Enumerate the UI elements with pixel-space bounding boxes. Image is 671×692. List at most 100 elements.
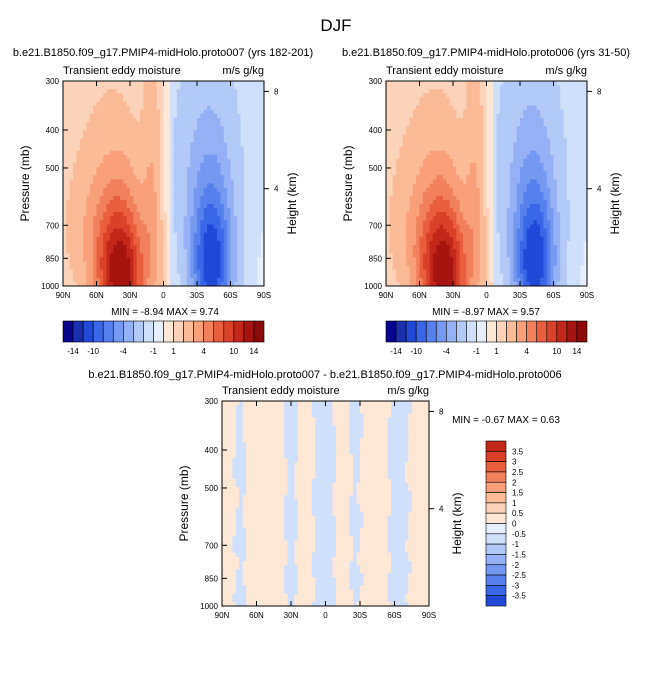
contour-cell <box>103 113 107 119</box>
contour-cell <box>439 150 444 156</box>
contour-cell <box>126 97 131 102</box>
contour-cell <box>386 109 390 115</box>
contour-cell <box>486 261 491 266</box>
contour-cell <box>160 105 164 111</box>
contour-cell <box>422 81 427 86</box>
contour-cell <box>170 249 174 254</box>
contour-cell <box>402 220 407 225</box>
contour-cell <box>76 228 81 234</box>
contour-cell <box>422 93 427 98</box>
contour-cell <box>453 216 457 221</box>
contour-cell <box>466 277 471 283</box>
contour-cell <box>442 277 447 283</box>
contour-cell <box>233 142 238 147</box>
contour-cell <box>456 81 461 86</box>
contour-cell <box>459 154 464 160</box>
contour-cell <box>83 117 87 123</box>
contour-cell <box>479 113 484 119</box>
contour-cell <box>509 97 514 102</box>
contour-cell <box>83 150 87 156</box>
contour-cell <box>257 240 262 246</box>
contour-cell <box>389 93 394 98</box>
contour-cell <box>466 105 471 111</box>
contour-cell <box>386 150 390 156</box>
contour-cell <box>496 130 501 135</box>
contour-cell <box>200 191 205 197</box>
contour-cell <box>446 138 451 143</box>
contour-cell <box>426 130 430 135</box>
contour-cell <box>153 81 158 86</box>
contour-cell <box>463 245 467 250</box>
panel-2-title: b.e21.B1850.f09_g17.PMIP4-midHolo.proto0… <box>342 47 630 59</box>
contour-cell <box>419 220 424 225</box>
contour-cell <box>432 232 437 238</box>
contour-cell <box>233 232 238 238</box>
contour-cell <box>113 240 117 246</box>
contour-cell <box>66 89 71 94</box>
contour-cell <box>409 101 414 106</box>
contour-cell <box>96 138 101 143</box>
contour-cell <box>160 261 164 266</box>
contour-cell <box>476 85 481 90</box>
contour-cell <box>83 134 87 139</box>
contour-cell <box>213 273 218 279</box>
contour-cell <box>220 158 225 164</box>
contour-cell <box>499 109 504 115</box>
contour-cell <box>476 113 481 119</box>
contour-cell <box>69 281 74 287</box>
contour-cell <box>496 191 501 197</box>
contour-cell <box>476 228 481 234</box>
contour-cell <box>473 281 477 287</box>
contour-cell <box>83 138 87 143</box>
contour-cell <box>463 191 467 197</box>
contour-cell <box>503 195 507 201</box>
contour-cell <box>146 212 151 217</box>
contour-cell <box>509 117 514 123</box>
contour-cell <box>210 187 215 193</box>
contour-cell <box>260 232 265 238</box>
contour-cell <box>479 224 484 229</box>
contour-cell <box>429 204 434 209</box>
contour-cell <box>227 232 231 238</box>
contour-cell <box>210 175 215 180</box>
contour-cell <box>402 224 407 229</box>
contour-cell <box>156 228 161 234</box>
contour-cell <box>217 204 221 209</box>
contour-cell <box>213 109 218 115</box>
contour-cell <box>130 204 134 209</box>
contour-cell <box>166 228 171 234</box>
contour-cell <box>203 122 208 127</box>
contour-cell <box>126 130 131 135</box>
contour-cell <box>186 208 191 213</box>
contour-cell <box>473 163 477 168</box>
contour-cell <box>103 261 107 266</box>
contour-cell <box>83 89 87 94</box>
contour-cell <box>396 138 400 143</box>
contour-cell <box>73 117 77 123</box>
contour-cell <box>436 253 440 258</box>
contour-cell <box>183 93 188 98</box>
contour-cell <box>233 228 238 234</box>
contour-cell <box>466 97 471 102</box>
contour-cell <box>453 240 457 246</box>
contour-cell <box>439 249 444 254</box>
contour-cell <box>109 261 114 266</box>
contour-cell <box>396 158 400 164</box>
contour-cell <box>509 138 514 143</box>
contour-cell <box>469 195 474 201</box>
contour-cell <box>227 101 231 106</box>
contour-cell <box>389 228 394 234</box>
contour-cell <box>176 179 181 184</box>
contour-cell <box>223 93 228 98</box>
contour-cell <box>217 130 221 135</box>
contour-cell <box>392 265 397 270</box>
contour-cell <box>86 154 91 160</box>
contour-cell <box>442 138 447 143</box>
contour-cell <box>426 195 430 201</box>
contour-cell <box>76 220 81 225</box>
contour-cell <box>496 269 501 275</box>
contour-cell <box>499 117 504 123</box>
contour-cell <box>399 126 404 131</box>
contour-cell <box>140 183 144 188</box>
contour-cell <box>197 245 201 250</box>
